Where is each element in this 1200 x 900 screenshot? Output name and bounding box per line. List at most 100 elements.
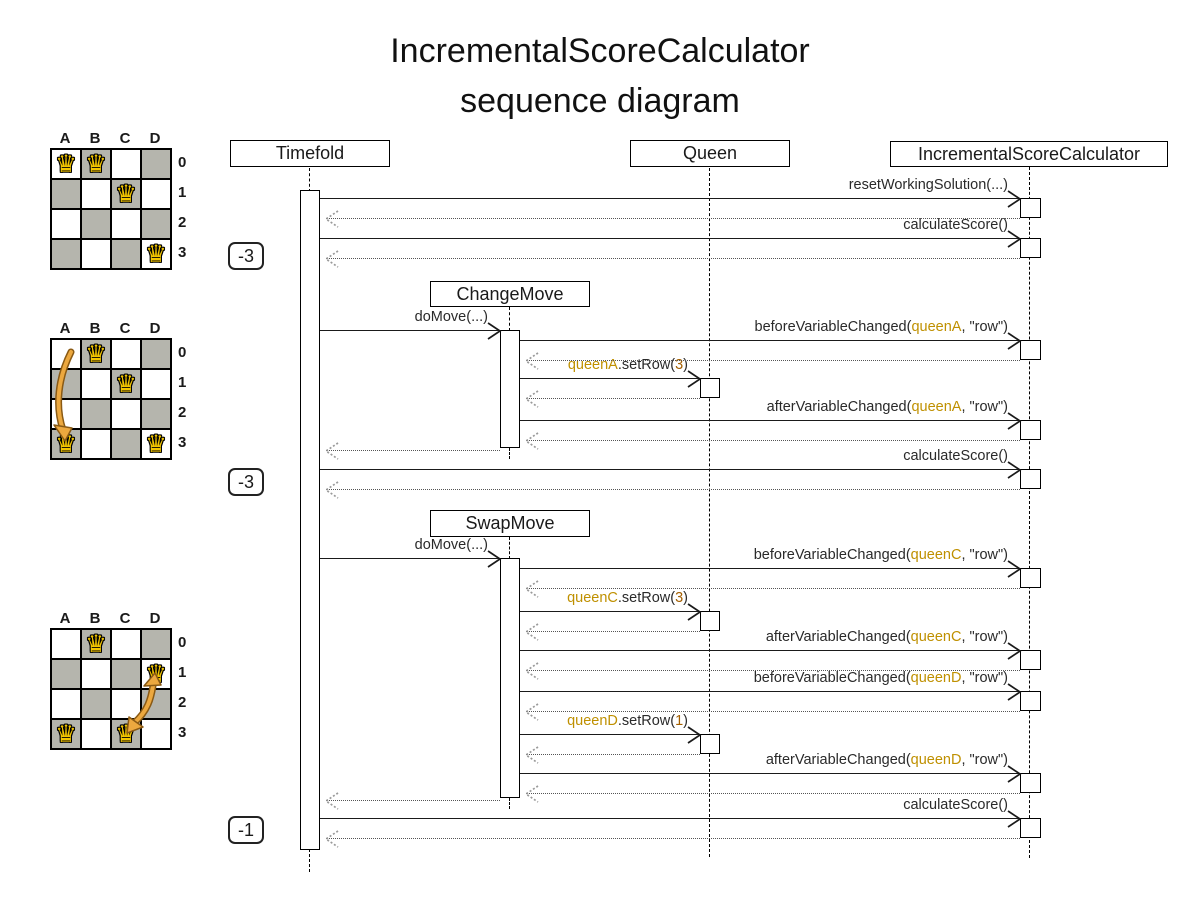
return-before-variable-changed-queen-d-line — [526, 711, 1020, 712]
return-arrowhead-icon — [324, 442, 339, 460]
activation-box — [700, 378, 720, 398]
label-segment: resetWorkingSolution(...) — [848, 177, 1008, 193]
activation-box — [1020, 420, 1041, 440]
label-segment: queenA — [567, 357, 618, 373]
message-before-variable-changed-queen-d-line — [520, 691, 1020, 692]
return-reset-working-solution-line — [326, 218, 1020, 219]
message-label: queenD.setRow(1) — [567, 713, 688, 731]
message-label: queenA.setRow(3) — [568, 357, 688, 375]
label-segment: 1 — [675, 713, 684, 729]
column-label: C — [119, 610, 131, 627]
board-cell-B2 — [81, 209, 111, 239]
activation-box — [1020, 340, 1041, 360]
board-cell-D2 — [141, 209, 171, 239]
board-cell-D1: ♛ — [141, 659, 171, 689]
score-badge-initial: -3 — [228, 242, 264, 270]
board-cell-A3: ♛ — [51, 429, 81, 459]
return-arrowhead-icon — [524, 390, 539, 408]
message-label: queenC.setRow(3) — [567, 590, 688, 608]
board-cell-C3: ♛ — [111, 719, 141, 749]
board-column-labels: A B C D — [50, 320, 170, 337]
return-arrowhead-icon — [524, 580, 539, 598]
lifeline-changemove — [509, 307, 510, 331]
return-do-move-1-line — [326, 450, 500, 451]
board-row-labels: 0 1 2 3 — [178, 338, 186, 458]
label-segment: 3 — [675, 590, 684, 606]
row-label: 3 — [178, 724, 187, 741]
lifeline-head-timefold: Timefold — [230, 140, 390, 167]
board-cell-A3: ♛ — [51, 719, 81, 749]
label-segment: , "row") — [961, 399, 1008, 415]
board-cell-B2 — [81, 399, 111, 429]
return-arrowhead-icon — [524, 352, 539, 370]
message-do-move-1-line — [320, 330, 500, 331]
chessboard-after-swapmove: A B C D ♛ ♛ ♛ ♛ 0 1 2 3 — [50, 610, 240, 755]
label-segment: 3 — [675, 357, 684, 373]
return-calculate-score-3-line — [326, 838, 1020, 839]
board-cell-A1 — [51, 659, 81, 689]
label-segment: , "row") — [961, 547, 1008, 563]
board-cell-D2 — [141, 399, 171, 429]
board-cell-C2 — [111, 689, 141, 719]
queen-piece: ♛ — [145, 660, 167, 688]
label-segment: beforeVariableChanged( — [754, 319, 912, 335]
row-label: 0 — [178, 344, 187, 361]
label-segment: queenA — [911, 399, 962, 415]
board-cell-C0 — [111, 339, 141, 369]
lifeline-queen — [709, 168, 710, 857]
return-arrowhead-icon — [524, 623, 539, 641]
board-cell-C3 — [111, 239, 141, 269]
label-segment: afterVariableChanged( — [765, 752, 911, 768]
board-cell-C2 — [111, 209, 141, 239]
label-segment: ) — [683, 713, 688, 729]
queen-piece: ♛ — [145, 240, 167, 268]
message-set-row-queen-c-line — [520, 611, 700, 612]
message-set-row-queen-a-line — [520, 378, 700, 379]
lifeline-timefold-tail — [309, 849, 310, 872]
board-cell-B0: ♛ — [81, 149, 111, 179]
lifeline-timefold — [309, 168, 310, 192]
label-segment: , "row") — [961, 752, 1008, 768]
board-cell-A3 — [51, 239, 81, 269]
board-column-labels: A B C D — [50, 610, 170, 627]
label-segment: ) — [683, 357, 688, 373]
score-badge-after-swapmove: -1 — [228, 816, 264, 844]
board-cell-D3: ♛ — [141, 429, 171, 459]
message-label: afterVariableChanged(queenC, "row") — [766, 629, 1008, 647]
board-cell-C3 — [111, 429, 141, 459]
label-segment: doMove(...) — [414, 537, 488, 553]
label-segment: beforeVariableChanged( — [753, 670, 911, 686]
label-segment: calculateScore() — [903, 797, 1008, 813]
message-after-variable-changed-queen-a-line — [520, 420, 1020, 421]
queen-piece: ♛ — [55, 430, 77, 458]
column-label: D — [149, 320, 161, 337]
label-segment: queenC — [567, 590, 618, 606]
board-grid: ♛ ♛ ♛ ♛ — [50, 148, 172, 270]
activation-box — [1020, 568, 1041, 588]
label-segment: calculateScore() — [903, 448, 1008, 464]
board-cell-B1 — [81, 179, 111, 209]
board-cell-A1 — [51, 369, 81, 399]
board-cell-A2 — [51, 209, 81, 239]
message-before-variable-changed-queen-a-line — [520, 340, 1020, 341]
label-segment: doMove(...) — [414, 309, 488, 325]
return-arrowhead-icon — [524, 432, 539, 450]
message-label: beforeVariableChanged(queenD, "row") — [754, 670, 1008, 688]
board-cell-C1: ♛ — [111, 179, 141, 209]
activation-swapmove — [500, 558, 520, 798]
chessboard-after-changemove: A B C D ♛ ♛ ♛ ♛ 0 1 2 3 — [50, 320, 240, 465]
message-set-row-queen-d-line — [520, 734, 700, 735]
lifeline-swapmove — [509, 537, 510, 559]
return-arrowhead-icon — [524, 785, 539, 803]
row-label: 2 — [178, 404, 187, 421]
label-segment: .setRow( — [617, 713, 676, 729]
board-cell-D1 — [141, 369, 171, 399]
board-cell-D0 — [141, 339, 171, 369]
board-column-labels: A B C D — [50, 130, 170, 147]
return-arrowhead-icon — [524, 746, 539, 764]
return-after-variable-changed-queen-d-line — [526, 793, 1020, 794]
row-label: 3 — [178, 434, 187, 451]
board-cell-B1 — [81, 369, 111, 399]
message-before-variable-changed-queen-c-line — [520, 568, 1020, 569]
